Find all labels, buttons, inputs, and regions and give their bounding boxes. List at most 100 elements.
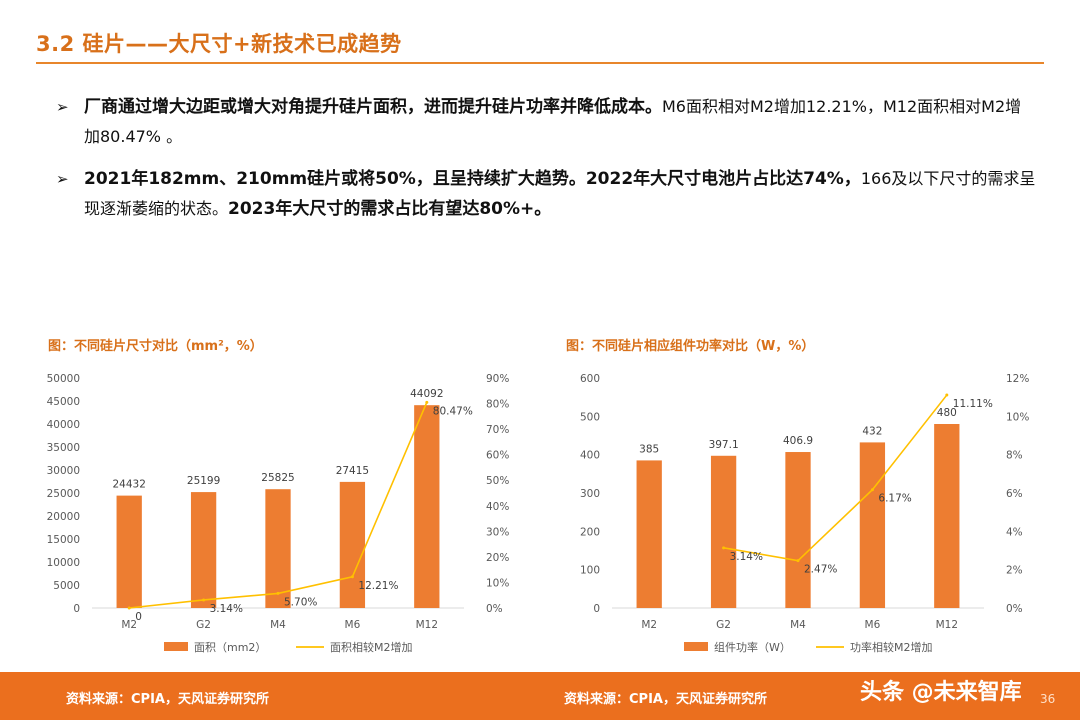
line-value-label: 2.47% xyxy=(804,564,837,576)
y2-tick-label: 20% xyxy=(486,552,509,564)
y-tick-label: 25000 xyxy=(47,488,80,500)
line-point xyxy=(796,559,800,563)
x-tick-label: M2 xyxy=(641,619,657,631)
bullet-strong-text: 2021年182mm、210mm硅片或将50%，且呈持续扩大趋势。2022年大尺… xyxy=(84,169,861,189)
chart-title-module-power: 图：不同硅片相应组件功率对比（W，%） xyxy=(566,339,815,354)
line-point xyxy=(425,400,429,404)
y2-tick-label: 6% xyxy=(1006,488,1023,500)
y2-tick-label: 2% xyxy=(1006,565,1023,577)
y-tick-label: 300 xyxy=(580,488,600,500)
y-tick-label: 400 xyxy=(580,450,600,462)
bullet-text: 厂商通过增大边距或增大对角提升硅片面积，进而提升硅片功率并降低成本。M6面积相对… xyxy=(84,92,1036,152)
footer-band xyxy=(0,672,1080,720)
y2-tick-label: 70% xyxy=(486,424,509,436)
line-series xyxy=(723,394,948,562)
bar-value-label: 397.1 xyxy=(709,439,739,451)
y-tick-label: 0 xyxy=(73,603,80,615)
legend-bar-swatch xyxy=(164,642,188,651)
bullet-text: 2021年182mm、210mm硅片或将50%，且呈持续扩大趋势。2022年大尺… xyxy=(84,164,1036,224)
x-tick-label: G2 xyxy=(716,619,731,631)
y2-tick-label: 10% xyxy=(1006,411,1029,423)
chart-title-wafer-size: 图：不同硅片尺寸对比（mm²，%） xyxy=(48,339,263,354)
y2-tick-label: 12% xyxy=(1006,373,1029,385)
y2-tick-label: 8% xyxy=(1006,450,1023,462)
bar-value-label: 385 xyxy=(639,443,659,455)
bar-g2 xyxy=(190,492,217,608)
bar-m2 xyxy=(636,460,662,608)
x-tick-label: M12 xyxy=(936,619,958,631)
bar-m12 xyxy=(934,424,960,608)
bar-value-label: 432 xyxy=(862,425,882,437)
y2-tick-label: 90% xyxy=(486,373,509,385)
line-point xyxy=(276,591,280,595)
x-tick-label: M6 xyxy=(865,619,881,631)
y2-tick-label: 50% xyxy=(486,475,509,487)
module-power-chart: 0 100 200 300 400 500 600 0% 2% 4% 6% 8% 10% 12% 385 M2… xyxy=(580,373,1029,654)
x-tick-label: M12 xyxy=(416,619,438,631)
line-point xyxy=(202,598,206,602)
source-note-left: 资料来源：CPIA，天风证券研究所 xyxy=(66,692,269,707)
line-point xyxy=(350,575,354,579)
line-point xyxy=(870,488,874,492)
bullet-item: ➢ 厂商通过增大边距或增大对角提升硅片面积，进而提升硅片功率并降低成本。M6面积… xyxy=(56,92,1036,152)
bullet-item: ➢ 2021年182mm、210mm硅片或将50%，且呈持续扩大趋势。2022年… xyxy=(56,164,1036,224)
arrow-bullet-icon: ➢ xyxy=(56,170,69,188)
bar-value-label: 25199 xyxy=(187,475,220,487)
bar-value-label: 27415 xyxy=(336,465,369,477)
line-value-label: 11.11% xyxy=(953,398,993,410)
y2-tick-label: 0% xyxy=(1006,603,1023,615)
line-value-label: 5.70% xyxy=(284,596,317,608)
legend-line-label: 面积相较M2增加 xyxy=(330,640,413,654)
line-point xyxy=(127,606,131,610)
x-tick-label: M6 xyxy=(345,619,361,631)
line-value-label: 12.21% xyxy=(358,580,398,592)
y-tick-label: 0 xyxy=(593,603,600,615)
bar-value-label: 44092 xyxy=(410,388,443,400)
legend-bar-label: 面积（mm2） xyxy=(194,641,266,654)
watermark: 头条 @未来智库 xyxy=(860,680,1022,705)
x-tick-label: M4 xyxy=(270,619,286,631)
bar-m12 xyxy=(414,405,440,608)
x-tick-label: G2 xyxy=(196,619,211,631)
y-tick-label: 10000 xyxy=(47,557,80,569)
y-tick-label: 100 xyxy=(580,565,600,577)
legend-bar-label: 组件功率（W） xyxy=(714,640,791,654)
bar-m4 xyxy=(785,452,811,608)
y-tick-label: 5000 xyxy=(53,580,80,592)
bar-m2 xyxy=(116,495,142,608)
y-tick-label: 30000 xyxy=(47,465,80,477)
x-tick-label: M4 xyxy=(790,619,806,631)
bar-g2 xyxy=(710,455,737,608)
bullet-strong-text: 厂商通过增大边距或增大对角提升硅片面积，进而提升硅片功率并降低成本。 xyxy=(84,97,662,117)
y-tick-label: 50000 xyxy=(47,373,80,385)
line-value-label: 3.14% xyxy=(730,551,763,563)
bar-value-label: 25825 xyxy=(261,472,294,484)
source-note-right: 资料来源：CPIA，天风证券研究所 xyxy=(564,692,767,707)
line-value-label: 6.17% xyxy=(878,493,911,505)
legend-line-label: 功率相较M2增加 xyxy=(850,640,933,654)
y-tick-label: 35000 xyxy=(47,442,80,454)
line-value-label: 0 xyxy=(135,611,142,623)
y2-tick-label: 60% xyxy=(486,450,509,462)
y-tick-label: 600 xyxy=(580,373,600,385)
bullet-plain-text: M6面积相对M2增加12.21%，M12面积相对M2增加80.47% 。 xyxy=(84,97,1022,146)
y-tick-label: 20000 xyxy=(47,511,80,523)
y-tick-label: 45000 xyxy=(47,396,80,408)
bullet-plain-text: 166及以下尺寸的需求呈现逐渐萎缩的状态。 xyxy=(84,169,1036,218)
y-tick-label: 500 xyxy=(580,411,600,423)
line-point xyxy=(722,546,726,550)
slide-title: 3.2 硅片——大尺寸+新技术已成趋势 xyxy=(36,32,402,56)
title-divider xyxy=(36,62,1044,64)
page-number: 36 xyxy=(1040,692,1056,706)
bar-m6 xyxy=(859,442,886,608)
x-tick-label: M2 xyxy=(121,619,137,631)
y2-tick-label: 80% xyxy=(486,399,509,411)
y2-tick-label: 10% xyxy=(486,577,509,589)
y-tick-label: 15000 xyxy=(47,534,80,546)
wafer-size-chart: 0 5000 10000 15000 20000 25000 30000 35000 40000… xyxy=(47,373,510,654)
bar-m6 xyxy=(339,481,366,608)
line-value-label: 80.47% xyxy=(433,405,473,417)
bullet-strong-text-2: 2023年大尺寸的需求占比有望达80%+。 xyxy=(228,199,552,219)
y2-tick-label: 30% xyxy=(486,526,509,538)
y2-tick-label: 4% xyxy=(1006,526,1023,538)
